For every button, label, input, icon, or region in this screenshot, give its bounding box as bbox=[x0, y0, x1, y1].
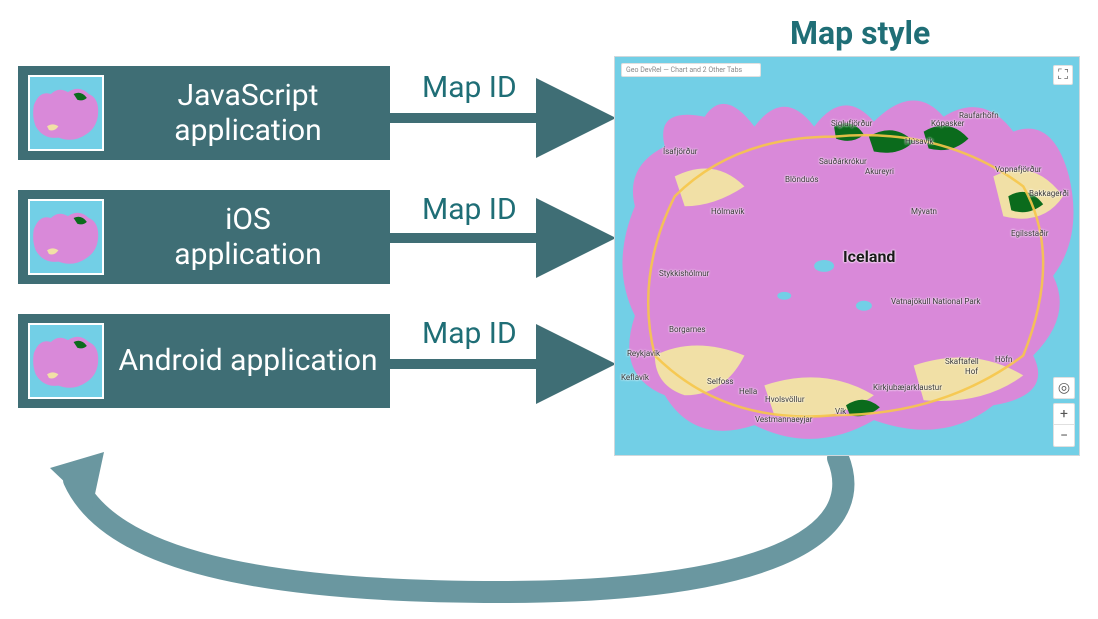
map-id-diagram: JavaScript application iOS application A… bbox=[0, 0, 1098, 619]
place-label: Stykkishólmur bbox=[659, 269, 709, 278]
place-label: Raufarhöfn bbox=[959, 111, 999, 120]
place-label: Akureyri bbox=[865, 167, 894, 176]
app-label: Android application bbox=[116, 343, 380, 378]
map-style-preview: Iceland Reykjavik Akureyri Egilsstaðir Í… bbox=[614, 56, 1080, 456]
map-thumbnail-icon bbox=[28, 323, 104, 399]
place-label: Bakkagerði bbox=[1029, 189, 1069, 198]
map-style-title: Map style bbox=[790, 14, 930, 52]
place-label: Ísafjörður bbox=[663, 147, 697, 156]
place-label: Siglufjörður bbox=[831, 119, 872, 128]
place-label: Kirkjubæjarklaustur bbox=[873, 383, 942, 392]
place-label: Vík bbox=[835, 407, 846, 416]
app-box-android: Android application bbox=[18, 314, 390, 408]
arrow-label-2: Map ID bbox=[422, 192, 517, 227]
place-label: Vatnajökull National Park bbox=[891, 297, 980, 306]
locate-icon[interactable]: ◎ bbox=[1053, 377, 1075, 399]
place-label: Hella bbox=[739, 387, 757, 396]
place-label: Borgarnes bbox=[669, 325, 706, 334]
place-label: Höfn bbox=[995, 355, 1012, 364]
place-label: Hof bbox=[965, 367, 978, 376]
place-label: Egilsstaðir bbox=[1011, 229, 1048, 238]
zoom-control[interactable]: + − bbox=[1053, 403, 1075, 447]
place-label: Vopnafjörður bbox=[995, 165, 1042, 174]
place-label: Reykjavik bbox=[627, 349, 660, 358]
place-label: Keflavík bbox=[621, 373, 649, 382]
map-thumbnail-icon bbox=[28, 199, 104, 275]
place-label: Skaftafell bbox=[945, 357, 979, 366]
devtools-pill: Geo DevRel — Chart and 2 Other Tabs bbox=[621, 63, 761, 77]
place-label: Sauðárkrókur bbox=[819, 157, 867, 166]
zoom-in-icon[interactable]: + bbox=[1054, 404, 1074, 425]
place-label: Vestmannaeyjar bbox=[755, 415, 812, 424]
place-label: Kópasker bbox=[931, 119, 964, 128]
arrow-label-3: Map ID bbox=[422, 316, 517, 351]
arrow-label-1: Map ID bbox=[422, 70, 517, 105]
place-label: Blönduós bbox=[785, 175, 819, 184]
app-box-ios: iOS application bbox=[18, 190, 390, 284]
place-label: Mývatn bbox=[911, 207, 937, 216]
place-label: Hólmavík bbox=[711, 207, 744, 216]
place-label: Hvolsvöllur bbox=[765, 395, 805, 404]
place-label: Húsavík bbox=[905, 137, 933, 146]
place-label: Selfoss bbox=[707, 377, 734, 386]
country-label: Iceland bbox=[843, 247, 895, 266]
map-thumbnail-icon bbox=[28, 75, 104, 151]
app-box-javascript: JavaScript application bbox=[18, 66, 390, 160]
zoom-out-icon[interactable]: − bbox=[1054, 425, 1074, 446]
app-label: JavaScript application bbox=[116, 78, 380, 149]
fullscreen-icon[interactable]: ⛶ bbox=[1053, 65, 1073, 85]
app-label: iOS application bbox=[116, 202, 380, 273]
